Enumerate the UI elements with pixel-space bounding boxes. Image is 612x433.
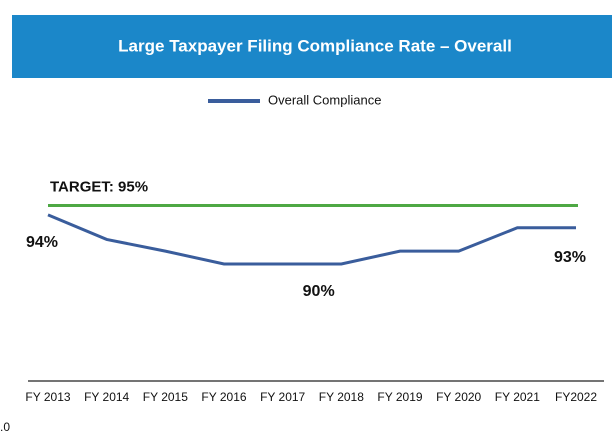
data-label: 90% — [303, 283, 335, 300]
x-tick-label: FY 2016 — [201, 390, 246, 404]
x-tick-label: FY 2020 — [436, 390, 481, 404]
x-tick-label: FY 2014 — [84, 390, 129, 404]
data-label: 93% — [554, 249, 586, 266]
data-label: 94% — [26, 234, 58, 251]
corner-label: .0 — [0, 420, 10, 433]
title-band — [12, 15, 612, 78]
chart-title: Large Taxpayer Filing Compliance Rate – … — [118, 36, 512, 55]
x-tick-label: FY 2019 — [377, 390, 422, 404]
x-tick-label: FY 2017 — [260, 390, 305, 404]
series-line — [47, 213, 576, 266]
legend-label: Overall Compliance — [268, 92, 381, 107]
x-tick-label: FY 2015 — [143, 390, 188, 404]
target-label: TARGET: 95% — [50, 178, 148, 195]
x-tick-label: FY 2018 — [319, 390, 364, 404]
x-tick-label: FY 2013 — [25, 390, 70, 404]
x-tick-label: FY 2021 — [495, 390, 540, 404]
x-tick-label: FY2022 — [555, 390, 597, 404]
